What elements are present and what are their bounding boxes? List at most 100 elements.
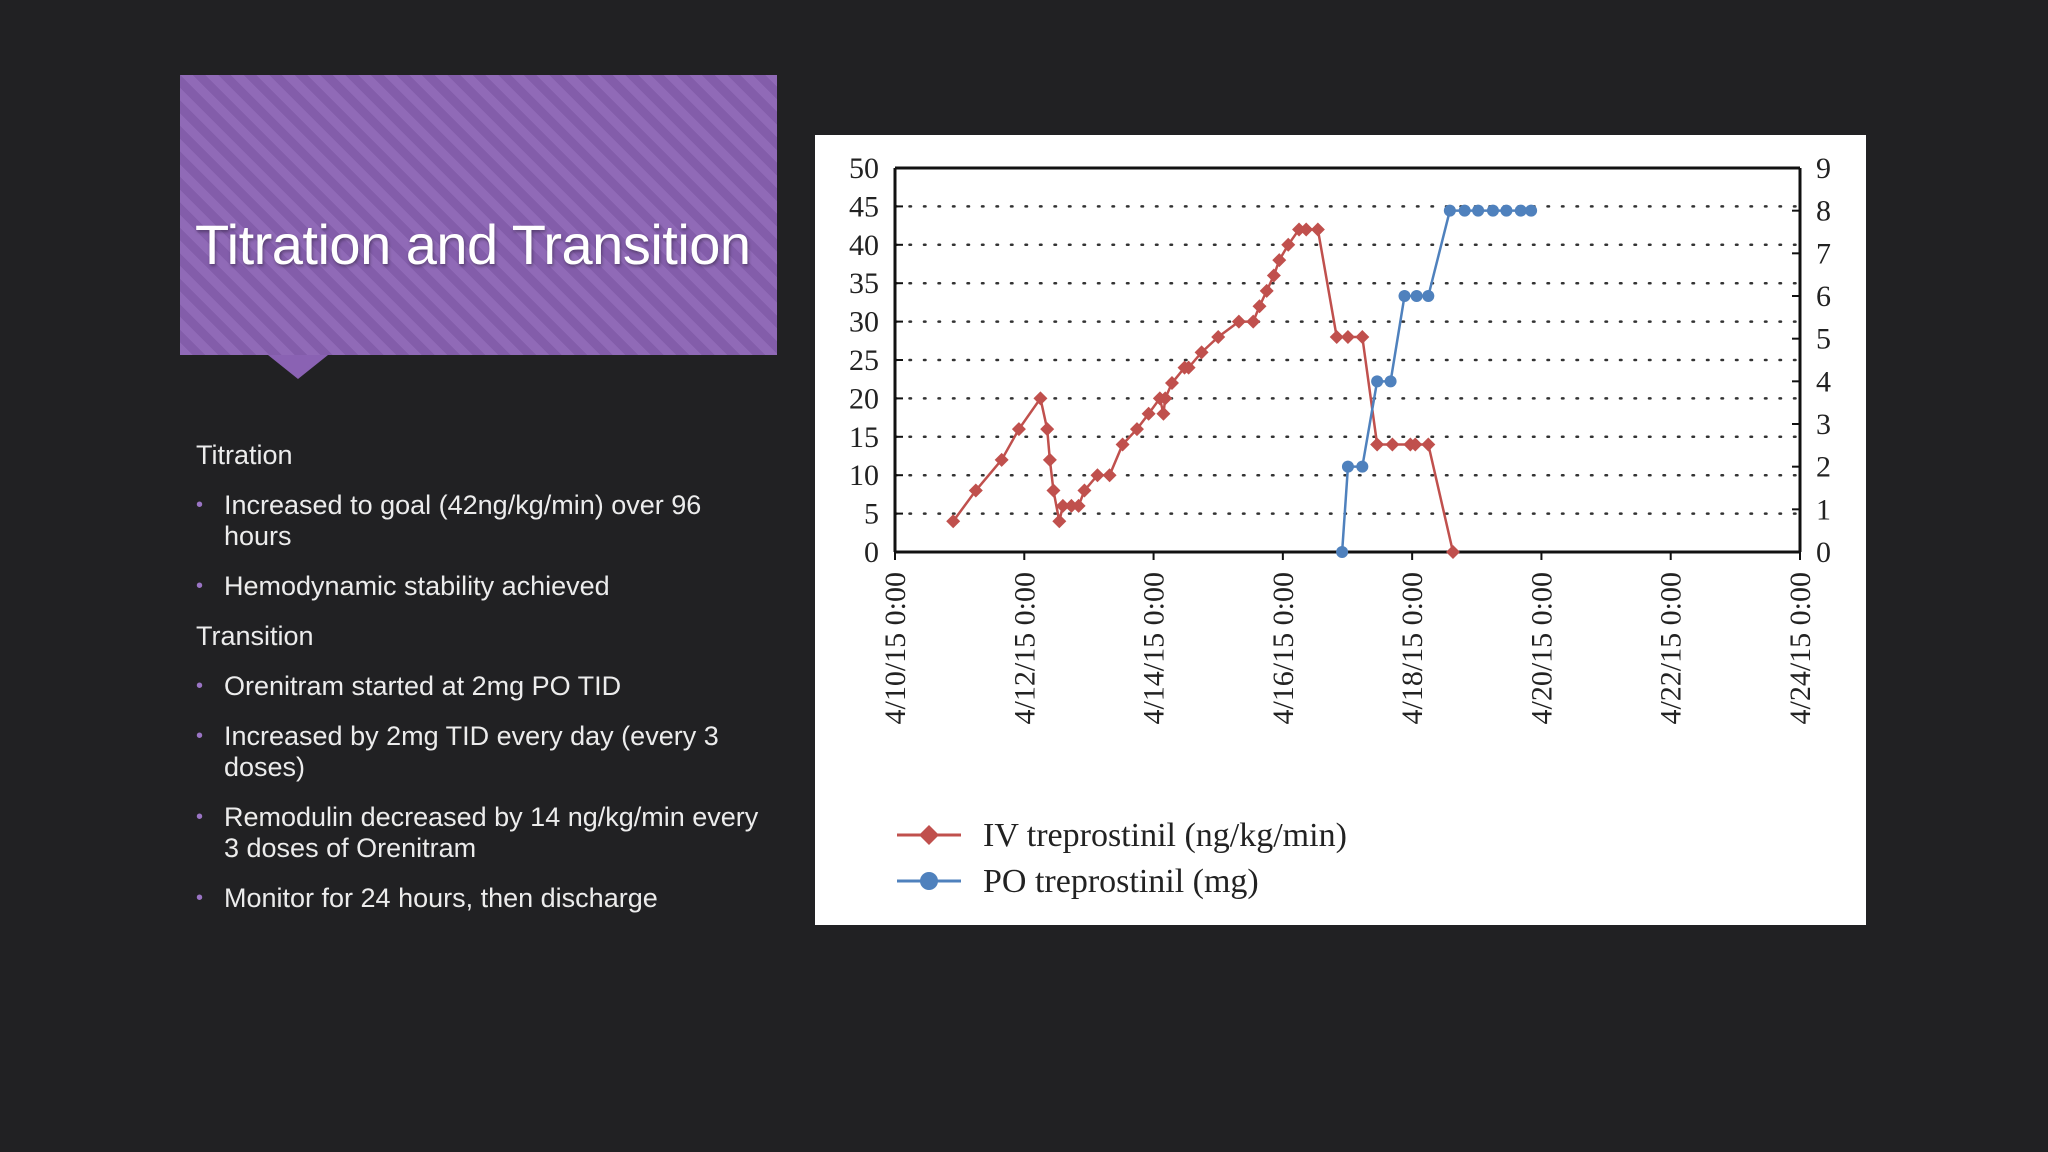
list-item: • Remodulin decreased by 14 ng/kg/min eve… (196, 802, 766, 864)
data-point-po (1500, 204, 1513, 217)
title-banner (180, 75, 777, 355)
right-tick-label: 8 (1816, 195, 1831, 228)
x-tick-label: 4/20/15 0:00 (1525, 572, 1558, 725)
data-point-iv (968, 483, 983, 498)
left-tick-label: 0 (864, 536, 879, 569)
data-point-iv (1129, 422, 1144, 437)
data-point-po (1398, 290, 1411, 302)
data-point-iv (1042, 452, 1057, 467)
bullet-icon: • (196, 887, 204, 909)
data-point-po (1486, 204, 1499, 217)
data-point-iv (1340, 329, 1355, 344)
data-point-iv (1252, 299, 1267, 314)
data-point-po (1410, 290, 1423, 302)
data-point-iv (994, 452, 1009, 467)
left-tick-label: 20 (849, 382, 879, 415)
list-item: • Increased to goal (42ng/kg/min) over 96… (196, 490, 766, 552)
data-point-iv (1046, 483, 1061, 498)
x-tick-label: 4/24/15 0:00 (1784, 572, 1817, 725)
left-tick-label: 45 (849, 190, 879, 223)
data-point-iv (1071, 498, 1086, 513)
data-point-iv (1040, 422, 1055, 437)
legend-label: PO treprostinil (mg) (983, 863, 1259, 900)
right-tick-label: 2 (1816, 451, 1831, 484)
data-point-iv (1355, 329, 1370, 344)
data-point-iv (1141, 406, 1156, 421)
bullet-text: Increased to goal (42ng/kg/min) over 96 … (224, 490, 702, 551)
right-tick-label: 0 (1816, 536, 1831, 569)
series-line-po (1340, 209, 1532, 553)
list-item: • Hemodynamic stability achieved (196, 571, 766, 602)
slide-body: Titration • Increased to goal (42ng/kg/mi… (196, 440, 766, 933)
data-point-iv (1102, 468, 1117, 483)
data-point-po (1384, 375, 1397, 388)
data-point-iv (1064, 498, 1079, 513)
bullet-text: Hemodynamic stability achieved (224, 571, 610, 601)
data-point-po (1443, 204, 1456, 217)
left-tick-label: 10 (849, 459, 879, 492)
data-point-iv (1181, 360, 1196, 375)
left-tick-label: 25 (849, 344, 879, 377)
data-point-iv (1385, 437, 1400, 452)
data-point-po (1525, 204, 1538, 217)
left-tick-label: 15 (849, 421, 879, 454)
titration-bullet-list: • Increased to goal (42ng/kg/min) over 96… (196, 490, 766, 602)
data-point-iv (1408, 437, 1423, 452)
slide-title: Titration and Transition (195, 213, 751, 276)
list-item: • Increased by 2mg TID every day (every 3… (196, 721, 766, 783)
x-tick-label: 4/14/15 0:00 (1138, 572, 1171, 725)
data-point-po (1514, 204, 1527, 217)
data-point-po (1472, 204, 1485, 217)
right-tick-label: 3 (1816, 408, 1831, 441)
data-point-po (1458, 204, 1471, 217)
bullet-icon: • (196, 675, 204, 697)
data-point-iv (1266, 268, 1281, 283)
data-point-iv (1077, 483, 1092, 498)
right-tick-label: 4 (1816, 365, 1831, 398)
legend-label: IV treprostinil (ng/kg/min) (983, 817, 1347, 854)
data-point-iv (1115, 437, 1130, 452)
section-heading-transition: Transition (196, 621, 314, 651)
data-point-po (1422, 290, 1435, 302)
chart-panel: 0 5 10 15 20 25 30 35 40 45 50 0 1 2 3 4 5 6 7 8 9 4/10/15 0:… (815, 135, 1866, 925)
data-point-iv (1055, 498, 1070, 513)
data-point-iv (1052, 514, 1067, 529)
data-point-po (1336, 546, 1349, 558)
x-tick-label: 4/10/15 0:00 (879, 572, 912, 725)
right-tick-label: 5 (1816, 323, 1831, 356)
x-tick-label: 4/18/15 0:00 (1396, 572, 1429, 725)
left-tick-label: 30 (849, 306, 879, 339)
legend-marker-diamond (919, 825, 939, 845)
right-tick-label: 1 (1816, 493, 1831, 526)
data-point-iv (1292, 222, 1307, 237)
bullet-text: Remodulin decreased by 14 ng/kg/min ever… (224, 802, 759, 863)
section-heading-titration: Titration (196, 440, 293, 470)
bullet-icon: • (196, 575, 204, 597)
left-tick-label: 35 (849, 267, 879, 300)
data-point-iv (1211, 329, 1226, 344)
right-tick-label: 7 (1816, 237, 1831, 270)
bullet-icon: • (196, 806, 204, 828)
data-point-iv (1329, 329, 1344, 344)
series-line-iv (952, 228, 1455, 553)
x-tick-label: 4/12/15 0:00 (1008, 572, 1041, 725)
data-point-iv (1272, 253, 1287, 268)
data-point-iv (1164, 376, 1179, 391)
data-point-iv (1156, 406, 1171, 421)
left-tick-label: 5 (864, 498, 879, 531)
data-point-iv (1033, 391, 1048, 406)
bullet-icon: • (196, 725, 204, 747)
legend-marker-circle (920, 872, 938, 890)
data-point-iv (1421, 437, 1436, 452)
left-tick-label: 40 (849, 229, 879, 262)
data-point-po (1356, 460, 1369, 473)
data-point-iv (1299, 222, 1314, 237)
data-point-iv (1370, 437, 1385, 452)
data-point-iv (1445, 545, 1460, 559)
data-point-iv (1158, 391, 1173, 406)
bullet-text: Increased by 2mg TID every day (every 3 … (224, 721, 719, 782)
data-point-iv (1011, 422, 1026, 437)
data-point-iv (1259, 283, 1274, 298)
bullet-icon: • (196, 494, 204, 516)
